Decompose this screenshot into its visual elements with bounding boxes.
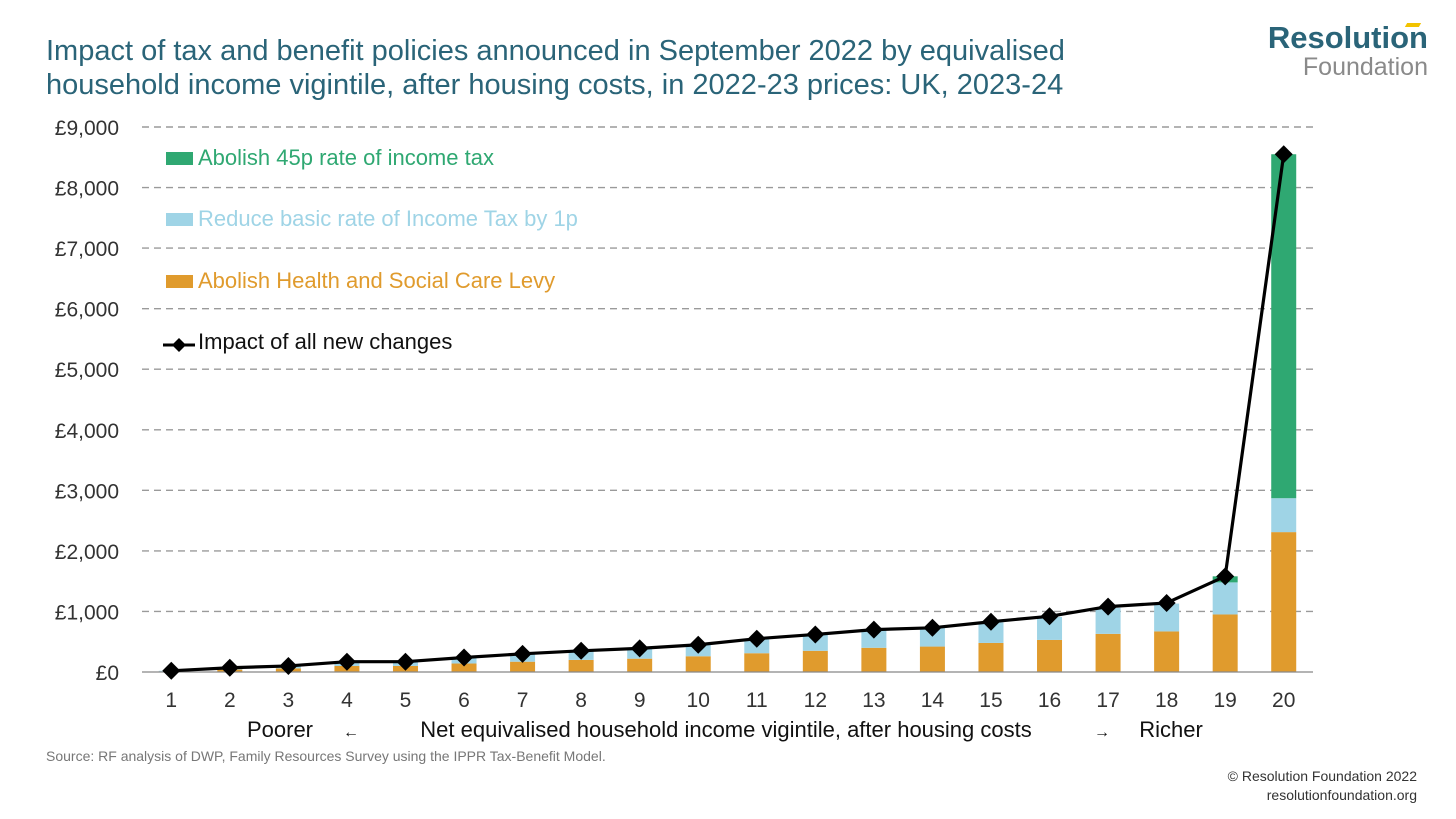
x-tick-label: 12 (804, 689, 827, 712)
x-tick-label: 17 (1096, 689, 1119, 712)
total-impact-marker (1040, 607, 1059, 626)
legend-line-marker (172, 338, 186, 352)
x-tick-label: 13 (862, 689, 885, 712)
x-tick-label: 7 (517, 689, 529, 712)
legend-swatch (166, 152, 193, 165)
x-tick-label: 11 (746, 689, 768, 712)
x-tick-label: 14 (921, 689, 945, 712)
bar-segment (568, 659, 594, 672)
x-axis-arrow-left: ← (343, 724, 359, 741)
total-impact-marker (513, 644, 532, 663)
total-impact-marker (1274, 145, 1293, 164)
y-tick-label: £4,000 (55, 420, 119, 443)
footer-credit: © Resolution Foundation 2022 resolutionf… (1228, 767, 1417, 805)
total-impact-marker (162, 661, 181, 680)
total-impact-marker (981, 612, 1000, 631)
legend-label: Reduce basic rate of Income Tax by 1p (198, 206, 578, 231)
legend-swatch (166, 275, 193, 288)
bar-segment (1271, 532, 1297, 672)
bar-segment (861, 647, 887, 672)
total-impact-marker (1157, 593, 1176, 612)
total-impact-marker (689, 635, 708, 654)
chart-title-line-1: Impact of tax and benefit policies annou… (46, 35, 1065, 67)
bar-segment (1271, 498, 1297, 533)
total-impact-marker (572, 641, 591, 660)
total-impact-marker (864, 620, 883, 639)
website-url: resolutionfoundation.org (1266, 787, 1417, 803)
bar-segment (919, 646, 945, 672)
bar-segment (978, 642, 1004, 672)
bar-segment (685, 656, 711, 672)
bar-segment (451, 663, 477, 672)
x-axis-label-richer: Richer (1139, 717, 1203, 742)
bar-segment (919, 627, 945, 647)
x-tick-label: 2 (224, 689, 236, 712)
total-impact-line (171, 154, 1286, 673)
bar-segment (861, 629, 887, 648)
bar-segment (1095, 633, 1121, 672)
bar-segment (978, 622, 1004, 643)
y-tick-label: £7,000 (55, 238, 119, 261)
x-tick-label: 16 (1038, 689, 1061, 712)
total-impact-marker (806, 625, 825, 644)
x-tick-label: 15 (979, 689, 1002, 712)
y-tick-label: £5,000 (55, 359, 119, 382)
total-impact-marker (396, 652, 415, 671)
x-tick-label: 8 (575, 689, 587, 712)
bar-segment (627, 658, 653, 672)
x-tick-label: 20 (1272, 689, 1295, 712)
legend-label: Abolish Health and Social Care Levy (198, 268, 555, 293)
total-impact-marker (1216, 567, 1235, 586)
legend-swatch (166, 213, 193, 226)
y-tick-label: £3,000 (55, 480, 119, 503)
y-tick-label: £0 (96, 662, 119, 685)
logo-text-top: Resolution (1267, 20, 1428, 55)
y-tick-label: £1,000 (55, 601, 119, 624)
y-tick-label: £9,000 (55, 117, 119, 140)
copyright: © Resolution Foundation 2022 (1227, 768, 1417, 784)
bar-segment (1037, 616, 1063, 640)
bar-segment (744, 653, 770, 672)
logo-text-bottom: Foundation (1302, 53, 1428, 81)
total-impact-marker (1099, 597, 1118, 616)
bar-segment (510, 661, 536, 672)
x-tick-label: 5 (400, 689, 412, 712)
total-impact-marker (337, 652, 356, 671)
resolution-foundation-logo: Resolution Foundation (1267, 20, 1428, 81)
y-tick-label: £6,000 (55, 299, 119, 322)
total-impact-marker (747, 629, 766, 648)
x-axis-label-poorer: Poorer (247, 717, 313, 742)
chart-title-line-2: household income vigintile, after housin… (46, 69, 1064, 101)
source-note: Source: RF analysis of DWP, Family Resou… (46, 748, 606, 764)
bar-segment (1037, 639, 1063, 672)
y-tick-label: £2,000 (55, 541, 119, 564)
x-tick-label: 18 (1155, 689, 1178, 712)
x-tick-label: 3 (283, 689, 295, 712)
bar-segment (1212, 614, 1238, 672)
x-axis-title: Net equivalised household income viginti… (420, 717, 1031, 742)
chart-title: Impact of tax and benefit policies annou… (46, 34, 1196, 102)
bar-segment (802, 650, 828, 672)
total-impact-marker (630, 639, 649, 658)
total-impact-marker (279, 656, 298, 675)
x-tick-label: 19 (1213, 689, 1236, 712)
total-impact-marker (923, 618, 942, 637)
bar-segment (1212, 582, 1238, 615)
x-tick-label: 6 (458, 689, 470, 712)
x-tick-label: 1 (165, 689, 177, 712)
legend-label: Impact of all new changes (198, 329, 452, 354)
x-tick-label: 4 (341, 689, 353, 712)
total-impact-marker (455, 648, 474, 667)
y-tick-label: £8,000 (55, 178, 119, 201)
bar-segment (1154, 631, 1180, 672)
x-tick-label: 9 (634, 689, 646, 712)
x-tick-label: 10 (687, 689, 710, 712)
x-axis-arrow-right: → (1094, 724, 1110, 741)
legend-label: Abolish 45p rate of income tax (198, 145, 494, 170)
total-impact-marker (220, 658, 239, 677)
